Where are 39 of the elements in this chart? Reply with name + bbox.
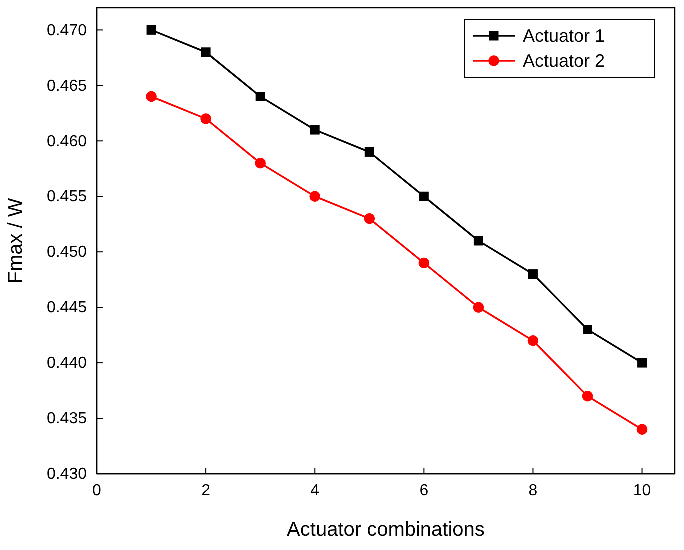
point <box>146 25 156 35</box>
y-tick-label: 0.450 <box>46 244 88 262</box>
point <box>200 114 212 124</box>
point <box>146 91 157 102</box>
x-tick-label: 10 <box>633 482 652 500</box>
y-tick-label: 0.440 <box>46 355 88 372</box>
point <box>582 390 594 402</box>
point <box>310 191 320 202</box>
point <box>638 358 648 368</box>
x-tick-label: 0 <box>92 482 102 500</box>
point <box>583 325 592 335</box>
legend-label: Actuator 1 <box>523 26 606 46</box>
y-tick-label: 0.470 <box>46 22 88 40</box>
point <box>255 158 266 169</box>
x-axis-title: Actuator combinations <box>287 519 485 541</box>
x-tick-label: 8 <box>528 482 538 500</box>
point <box>474 236 484 246</box>
point <box>418 258 430 269</box>
point <box>636 424 648 435</box>
y-tick-label: 0.455 <box>46 188 88 206</box>
legend-label: Actuator 2 <box>523 51 606 71</box>
y-tick-label: 0.435 <box>46 410 88 428</box>
y-tick-label: 0.460 <box>46 133 88 150</box>
point <box>528 336 539 346</box>
x-tick-label: 4 <box>310 482 320 500</box>
y-tick-label: 0.430 <box>46 466 88 484</box>
y-tick-label: 0.445 <box>46 300 88 317</box>
point <box>364 213 375 224</box>
point <box>310 125 320 135</box>
point <box>364 147 374 157</box>
point <box>473 302 484 313</box>
x-tick-label: 2 <box>202 482 211 500</box>
y-tick-label: 0.465 <box>46 78 88 95</box>
x-tick-label: 6 <box>420 482 429 500</box>
point <box>256 92 266 102</box>
point <box>419 192 429 202</box>
point <box>528 270 538 280</box>
point <box>201 48 211 58</box>
y-axis-title: Fmax / W <box>5 198 27 284</box>
